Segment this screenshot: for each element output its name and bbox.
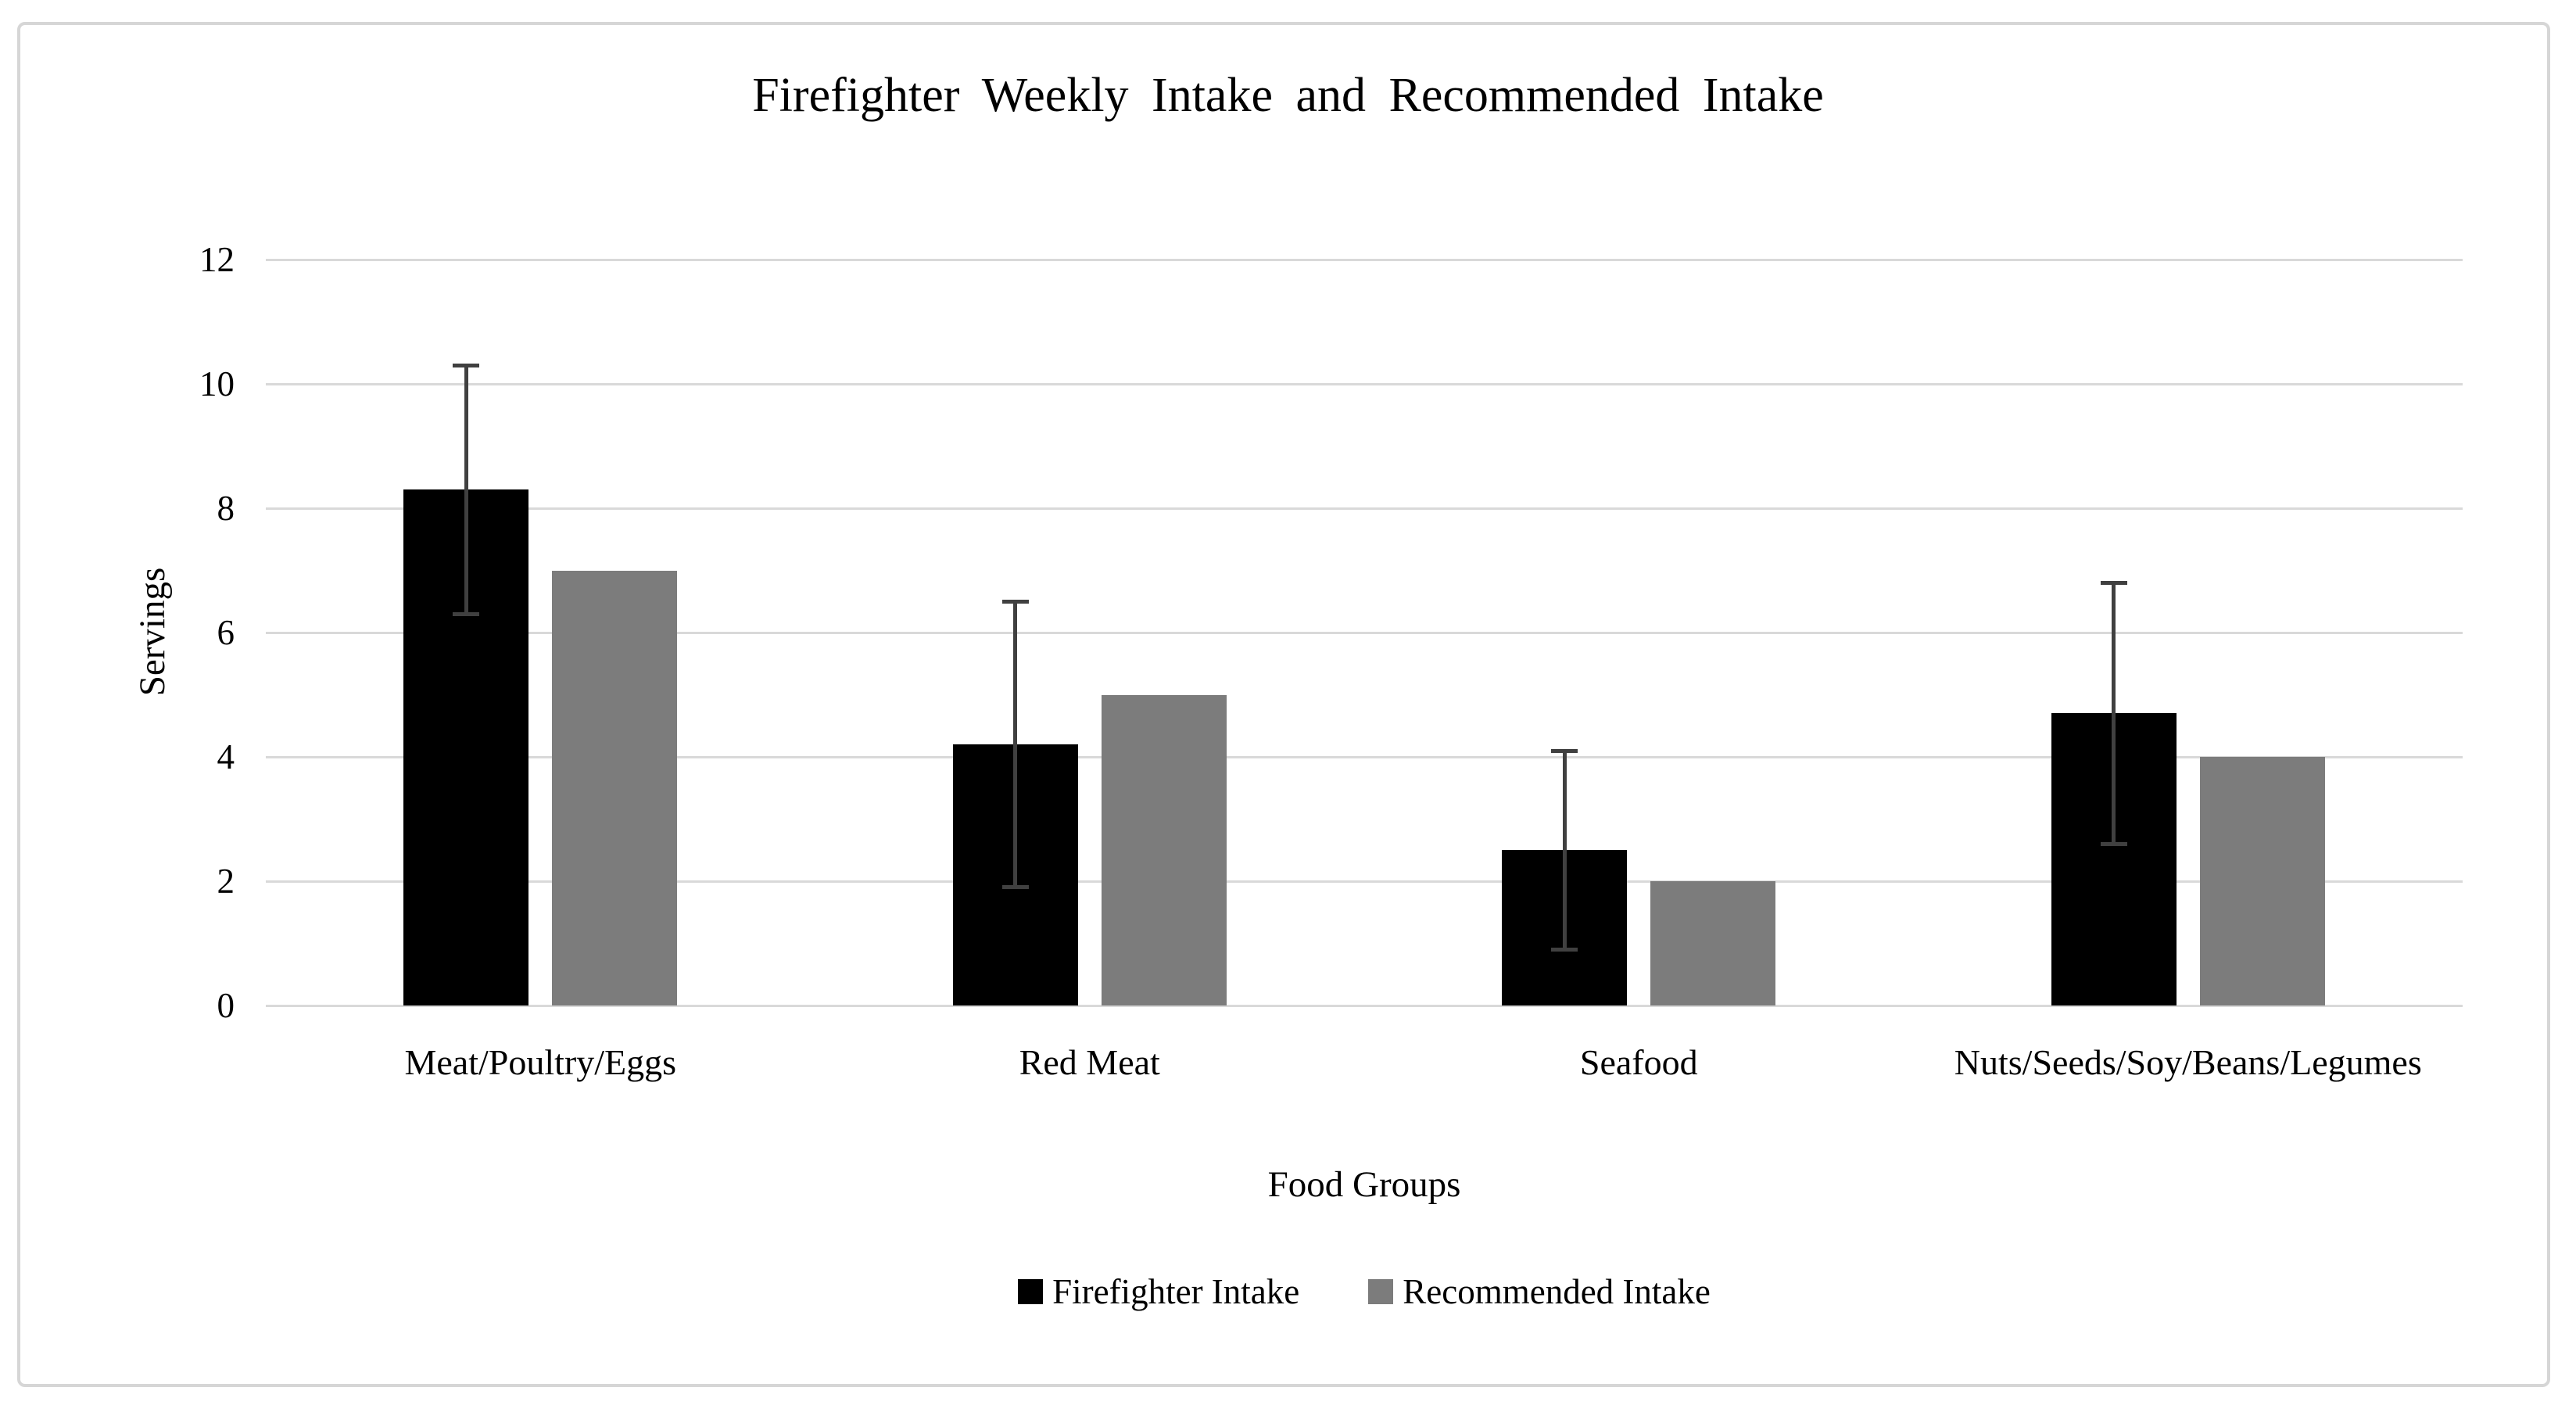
x-axis-title: Food Groups: [1267, 1164, 1461, 1205]
error-bar-cap-bottom-red-meat: [1001, 885, 1029, 890]
legend-label-recommended-intake: Recommended Intake: [1403, 1272, 1711, 1311]
legend-label-firefighter-intake: Firefighter Intake: [1052, 1272, 1300, 1311]
chart-title: Firefighter Weekly Intake and Recommende…: [752, 69, 1824, 122]
bar-recommended-intake-nuts-seeds-soy-beans-legumes: [2199, 757, 2325, 1006]
x-category-label-meat-poultry-eggs: Meat/Poultry/Eggs: [404, 1042, 677, 1082]
error-bar-line-seafood: [1562, 751, 1567, 950]
y-tick-label-4: 4: [217, 737, 235, 776]
bar-recommended-intake-red-meat: [1101, 694, 1227, 1006]
gridline-y-4: [266, 755, 2463, 758]
error-bar-cap-bottom-seafood: [1551, 947, 1578, 952]
x-category-label-red-meat: Red Meat: [1019, 1042, 1160, 1082]
error-bar-line-red-meat: [1013, 601, 1018, 887]
y-tick-label-2: 2: [217, 862, 235, 901]
error-bar-cap-top-meat-poultry-eggs: [453, 363, 480, 367]
y-tick-label-6: 6: [217, 613, 235, 652]
gridline-y-6: [266, 631, 2463, 634]
y-tick-label-10: 10: [199, 364, 235, 403]
y-tick-label-8: 8: [217, 489, 235, 528]
error-bar-cap-top-seafood: [1551, 748, 1578, 753]
gridline-y-12: [266, 258, 2463, 261]
bar-recommended-intake-seafood: [1650, 881, 1776, 1006]
y-tick-label-0: 0: [217, 986, 235, 1025]
error-bar-cap-bottom-nuts-seeds-soy-beans-legumes: [2100, 841, 2127, 846]
error-bar-cap-top-nuts-seeds-soy-beans-legumes: [2100, 580, 2127, 585]
y-tick-label-12: 12: [199, 240, 235, 279]
legend-swatch-firefighter-intake: [1018, 1279, 1044, 1304]
gridline-y-0: [266, 1004, 2463, 1007]
error-bar-cap-top-red-meat: [1001, 599, 1029, 604]
error-bar-line-nuts-seeds-soy-beans-legumes: [2112, 583, 2116, 844]
legend-item-recommended-intake: Recommended Intake: [1368, 1270, 1711, 1314]
legend-swatch-recommended-intake: [1368, 1279, 1394, 1304]
gridline-y-8: [266, 507, 2463, 510]
error-bar-line-meat-poultry-eggs: [464, 365, 468, 615]
bar-recommended-intake-meat-poultry-eggs: [552, 570, 678, 1006]
x-category-label-nuts-seeds-soy-beans-legumes: Nuts/Seeds/Soy/Beans/Legumes: [1954, 1042, 2422, 1082]
legend: Firefighter Intake Recommended Intake: [266, 1268, 2463, 1315]
x-category-label-seafood: Seafood: [1579, 1042, 1698, 1082]
gridline-y-10: [266, 382, 2463, 385]
gridline-y-2: [266, 880, 2463, 883]
legend-item-firefighter-intake: Firefighter Intake: [1018, 1270, 1299, 1314]
error-bar-cap-bottom-meat-poultry-eggs: [453, 611, 480, 616]
